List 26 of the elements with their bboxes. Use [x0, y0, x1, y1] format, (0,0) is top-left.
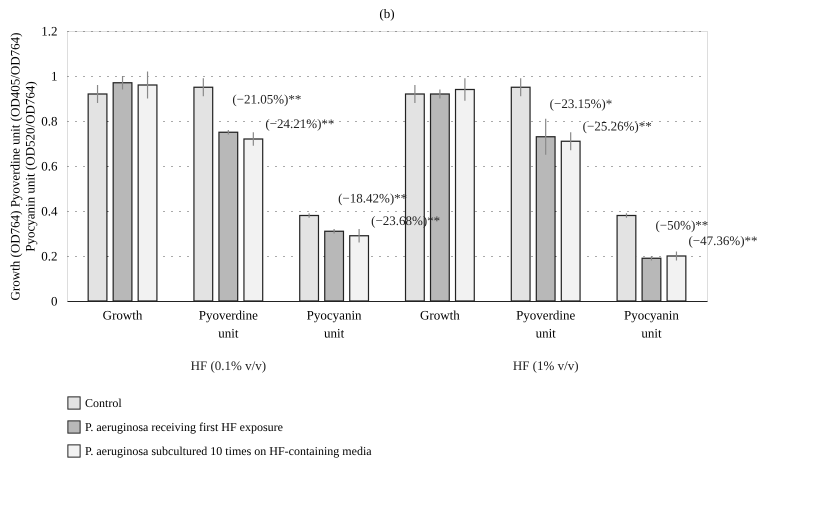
x-tick-label: Pyocyanin unit: [624, 308, 680, 340]
text: HF (0.1% v/v): [190, 358, 266, 373]
annotation: (−50%)**: [655, 217, 708, 232]
legend-label: Control: [85, 396, 122, 410]
x-tick-label: Pyoverdine unit: [516, 308, 576, 340]
legend-label: P. aeruginosa subcultured 10 times on HF-containing media: [85, 444, 372, 458]
x-tick-label: Growth: [102, 308, 143, 322]
y-tick-label: 1.2: [41, 24, 58, 38]
y-axis-title: Growth (OD764) Pyoverdine unit (OD405/OD764) Pyocyanin unit (OD520/OD764): [7, 32, 38, 300]
annotation: (−47.36%)**: [688, 233, 758, 248]
y-tick-label: 0.6: [41, 158, 58, 174]
x-tick-label: Pyoverdine unit: [198, 308, 258, 340]
chart-title: (b): [379, 6, 395, 21]
x-tick-label: Pyocyanin unit: [306, 308, 362, 340]
y-tick-label: 0.2: [41, 248, 58, 264]
annotation: (−24.21%)**: [265, 116, 334, 131]
y-tick-label: 1: [51, 68, 58, 84]
annotation: (−25.26%)**: [582, 118, 652, 134]
y-tick-label: 0.4: [41, 204, 58, 218]
x-tick-label: Growth: [420, 308, 460, 322]
y-tick-label: 0: [51, 294, 58, 308]
y-tick-label: 0.8: [41, 114, 58, 128]
legend-label: P. aeruginosa receiving first HF exposure: [85, 420, 283, 434]
annotation: (−21.05%)**: [232, 91, 302, 106]
annotation: (−23.15%)*: [550, 96, 612, 111]
text: HF (1% v/v): [512, 358, 579, 373]
